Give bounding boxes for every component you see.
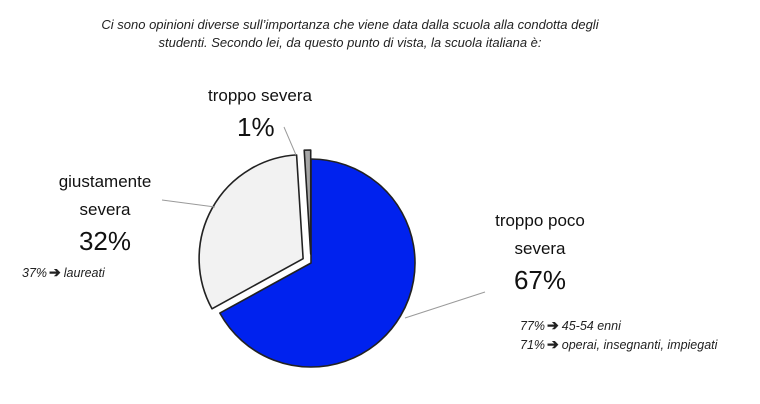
- leader-line-troppo-poco: [404, 291, 486, 319]
- annotation-troppo-poco-1: 77% ➔ 45-54 enni: [520, 316, 621, 335]
- slice-label-troppo-poco-line-2: severa: [514, 239, 566, 258]
- slice-label-giustamente-line-2: severa: [79, 200, 131, 219]
- slice-troppo-severa: [303, 149, 312, 255]
- slice-troppo-poco-severa: [219, 158, 416, 368]
- slice-value-troppo-poco-severa: 67%: [513, 265, 567, 295]
- arrow-right-icon: ➔: [49, 264, 61, 280]
- slice-label-giustamente-severa: giustamente severa 32%: [40, 168, 170, 258]
- annotation-pct: 37%: [22, 266, 48, 280]
- annotation-troppo-poco-2: 71% ➔ operai, insegnanti, impiegati: [520, 335, 717, 354]
- chart-title-line-1: Ci sono opinioni diverse sull’importanza…: [101, 17, 599, 32]
- annotation-text: 45-54 enni: [561, 319, 621, 333]
- leader-line-giustamente: [161, 199, 216, 208]
- slice-label-troppo-poco-line-1: troppo poco: [495, 211, 585, 230]
- slice-giustamente-severa: [198, 154, 304, 310]
- annotation-pct: 77%: [520, 319, 546, 333]
- chart-title-line-2: studenti. Secondo lei, da questo punto d…: [158, 35, 542, 50]
- annotation-pct: 71%: [520, 338, 546, 352]
- chart-title: Ci sono opinioni diverse sull’importanza…: [40, 16, 660, 52]
- slice-label-troppo-severa-text: troppo severa: [208, 86, 312, 105]
- leader-line-troppo-severa: [283, 126, 297, 156]
- slice-value-troppo-severa: 1%: [237, 112, 275, 142]
- annotation-text: operai, insegnanti, impiegati: [561, 338, 718, 352]
- annotation-text: laureati: [63, 266, 105, 280]
- slice-label-troppo-severa: troppo severa 1%: [190, 82, 330, 144]
- slice-label-troppo-poco-severa: troppo poco severa 67%: [470, 207, 610, 297]
- arrow-right-icon: ➔: [547, 336, 559, 352]
- arrow-right-icon: ➔: [547, 317, 559, 333]
- slice-label-giustamente-line-1: giustamente: [58, 172, 152, 191]
- slice-value-giustamente-severa: 32%: [78, 226, 132, 256]
- annotation-giustamente: 37% ➔ laureati: [22, 263, 105, 282]
